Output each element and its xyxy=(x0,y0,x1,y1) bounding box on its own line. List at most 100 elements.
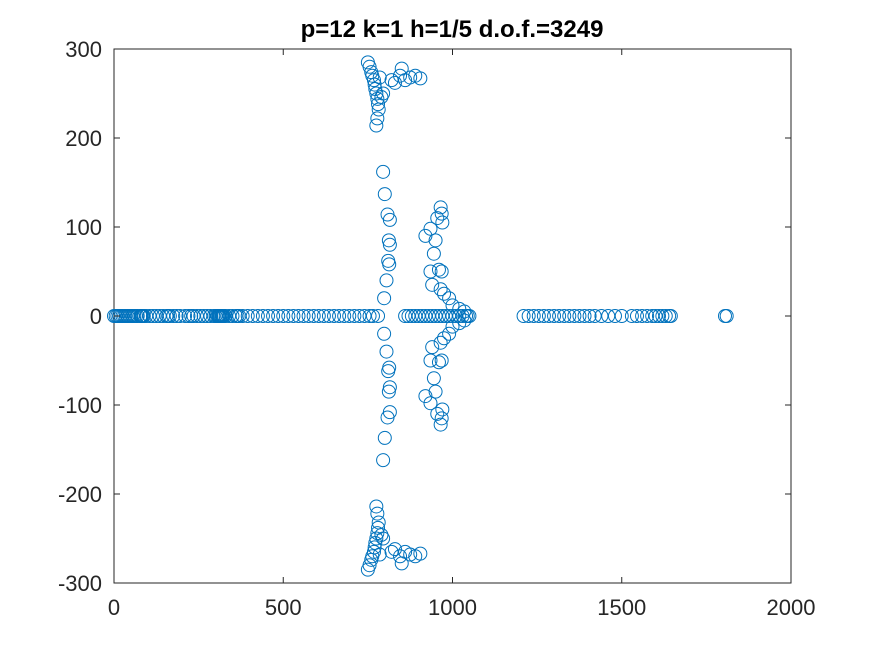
real-eigenvalue-point xyxy=(658,309,673,323)
complex-eigenvalue-point-conjugate xyxy=(367,540,382,555)
complex-eigenvalue-point-conjugate xyxy=(425,340,440,355)
complex-eigenvalue-point-conjugate xyxy=(442,326,457,341)
real-eigenvalue-point xyxy=(296,309,311,323)
complex-eigenvalue-point-conjugate xyxy=(430,406,445,421)
y-tick-label: 300 xyxy=(65,37,102,62)
real-eigenvalue-point xyxy=(404,309,419,323)
real-eigenvalue-point xyxy=(531,309,546,323)
real-eigenvalue-point xyxy=(266,309,281,323)
complex-eigenvalue-point xyxy=(426,246,441,261)
real-eigenvalue-point xyxy=(438,309,453,323)
complex-eigenvalue-point-conjugate xyxy=(382,380,397,395)
complex-eigenvalue-point xyxy=(381,233,396,248)
complex-eigenvalue-point-conjugate xyxy=(393,549,408,564)
real-eigenvalue-point xyxy=(428,309,443,323)
real-eigenvalue-point xyxy=(352,309,367,323)
complex-eigenvalue-point xyxy=(423,221,438,236)
real-eigenvalue-point xyxy=(577,309,592,323)
real-eigenvalue-point xyxy=(189,309,204,323)
y-tick-label: -200 xyxy=(58,482,102,507)
data-points xyxy=(107,55,734,577)
complex-eigenvalue-point xyxy=(387,75,402,90)
complex-eigenvalue-point xyxy=(437,286,452,301)
real-eigenvalue-point xyxy=(181,309,196,323)
real-eigenvalue-point xyxy=(166,309,181,323)
real-eigenvalue-point xyxy=(536,309,551,323)
complex-eigenvalue-point-conjugate xyxy=(376,531,391,546)
complex-eigenvalue-point-conjugate xyxy=(382,360,397,375)
real-eigenvalue-point xyxy=(255,309,270,323)
real-eigenvalue-point xyxy=(327,309,342,323)
complex-eigenvalue-point xyxy=(377,187,392,202)
complex-eigenvalue-point-conjugate xyxy=(377,326,392,341)
complex-eigenvalue-point-conjugate xyxy=(431,355,446,370)
real-eigenvalue-point xyxy=(235,309,250,323)
real-eigenvalue-point xyxy=(357,309,372,323)
real-eigenvalue-point xyxy=(156,309,171,323)
real-eigenvalue-point xyxy=(225,309,240,323)
real-eigenvalue-point xyxy=(663,309,678,323)
real-eigenvalue-point xyxy=(418,309,433,323)
real-eigenvalue-point xyxy=(624,309,639,323)
complex-eigenvalue-point xyxy=(428,233,443,248)
real-eigenvalue-point xyxy=(601,309,616,323)
y-tick-label: -300 xyxy=(58,571,102,596)
complex-eigenvalue-point-conjugate xyxy=(445,319,460,334)
y-tick-label: 100 xyxy=(65,215,102,240)
real-eigenvalue-point xyxy=(347,309,362,323)
real-eigenvalue-point xyxy=(448,309,463,323)
real-eigenvalue-point xyxy=(398,309,413,323)
real-eigenvalue-point xyxy=(415,309,430,323)
real-eigenvalue-point xyxy=(452,309,467,323)
real-eigenvalue-point xyxy=(442,309,457,323)
real-eigenvalue-point xyxy=(719,309,734,323)
real-eigenvalue-point xyxy=(651,309,666,323)
complex-eigenvalue-point-conjugate xyxy=(433,335,448,350)
y-tick-label: -100 xyxy=(58,393,102,418)
complex-eigenvalue-point xyxy=(382,212,397,227)
complex-eigenvalue-point xyxy=(442,291,457,306)
x-tick-label: 0 xyxy=(108,595,120,620)
complex-eigenvalue-point xyxy=(434,264,449,279)
real-eigenvalue-point xyxy=(587,309,602,323)
real-eigenvalue-point xyxy=(516,309,531,323)
complex-eigenvalue-point xyxy=(370,111,385,126)
real-eigenvalue-point xyxy=(222,309,237,323)
x-tick-label: 1000 xyxy=(428,595,477,620)
real-eigenvalue-point xyxy=(193,309,208,323)
real-eigenvalue-point xyxy=(142,309,157,323)
complex-eigenvalue-point xyxy=(413,71,428,86)
real-eigenvalue-point xyxy=(145,309,160,323)
complex-eigenvalue-point-conjugate xyxy=(428,384,443,399)
real-eigenvalue-point xyxy=(435,309,450,323)
real-eigenvalue-point xyxy=(271,309,286,323)
real-eigenvalue-point xyxy=(276,309,291,323)
real-eigenvalue-point xyxy=(232,309,247,323)
complex-eigenvalue-point xyxy=(382,237,397,252)
real-eigenvalue-point xyxy=(648,309,663,323)
complex-eigenvalue-point xyxy=(362,59,377,74)
x-tick-label: 2000 xyxy=(767,595,816,620)
complex-eigenvalue-point-conjugate xyxy=(370,506,385,521)
real-eigenvalue-point xyxy=(286,309,301,323)
real-eigenvalue-point xyxy=(635,309,650,323)
y-tick-label: 200 xyxy=(65,126,102,151)
real-eigenvalue-point xyxy=(594,309,609,323)
complex-eigenvalue-point xyxy=(379,273,394,288)
real-eigenvalue-point xyxy=(425,309,440,323)
real-eigenvalue-point xyxy=(645,309,660,323)
real-eigenvalue-point xyxy=(526,309,541,323)
complex-eigenvalue-point-conjugate xyxy=(381,384,396,399)
real-eigenvalue-point xyxy=(342,309,357,323)
complex-eigenvalue-point-conjugate xyxy=(435,402,450,417)
real-eigenvalue-point xyxy=(401,309,416,323)
real-eigenvalue-point xyxy=(218,309,233,323)
complex-eigenvalue-point-conjugate xyxy=(384,544,399,559)
real-eigenvalue-point xyxy=(421,309,436,323)
complex-eigenvalue-point-conjugate xyxy=(376,453,391,468)
y-tick-label: 0 xyxy=(90,304,102,329)
complex-eigenvalue-point-conjugate xyxy=(437,331,452,346)
real-eigenvalue-point xyxy=(411,309,426,323)
complex-eigenvalue-point xyxy=(367,77,382,92)
